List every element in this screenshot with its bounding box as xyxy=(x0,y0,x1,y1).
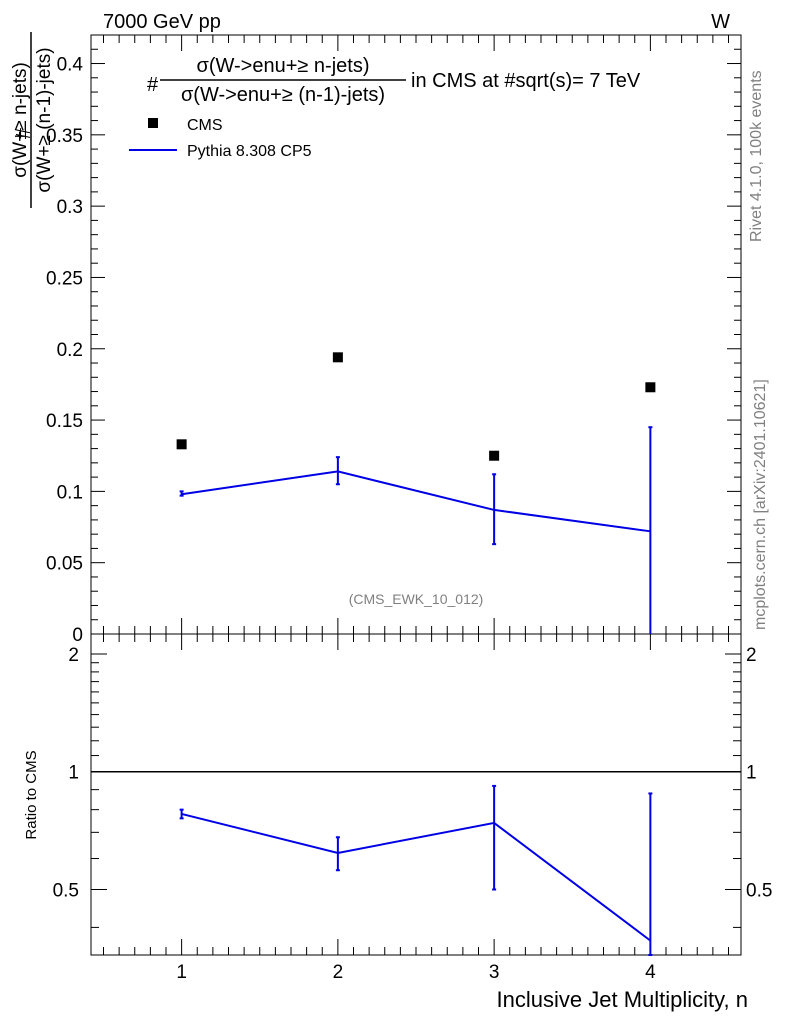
ratio-y-tick-label: 1 xyxy=(68,763,79,784)
ratio-y-label: Ratio to CMS xyxy=(23,750,40,839)
x-tick-label: 2 xyxy=(333,962,344,983)
x-tick-label: 4 xyxy=(645,962,656,983)
legend-cms-label: CMS xyxy=(187,117,223,134)
cms-point xyxy=(489,450,500,461)
main-y-tick-label: 0.25 xyxy=(46,268,83,289)
legend-cms-marker xyxy=(148,118,158,128)
pythia-line xyxy=(181,470,651,533)
title-prefix: # xyxy=(147,74,159,96)
ratio-x-axis: 1 2 3 4 xyxy=(103,634,729,983)
main-x-ticks xyxy=(103,35,729,634)
ratio-data-layer xyxy=(91,770,741,956)
energy-label: 7000 GeV pp xyxy=(103,11,221,33)
plot-title: # σ(W->enu+≥ n-jets) σ(W->enu+≥ (n-1)-je… xyxy=(147,55,641,106)
rivet-version-label: Rivet 4.1.0, 100k events xyxy=(748,70,765,242)
mcplots-label: mcplots.cern.ch [arXiv:2401.10621] xyxy=(752,379,769,630)
main-y-tick-label: 0.4 xyxy=(57,55,84,76)
main-y-tick-label: 0.15 xyxy=(46,411,83,432)
ratio-plot-frame xyxy=(90,633,742,956)
ratio-y-tick-label-right: 0.5 xyxy=(746,880,772,901)
ratio-y-axis: 0.5 0.5 1 1 2 2 xyxy=(53,645,772,928)
x-tick-label: 1 xyxy=(176,962,187,983)
title-numerator: σ(W->enu+≥ n-jets) xyxy=(196,55,369,77)
main-y-label: # σ(W+≥ n-jets) σ(W+≥ (n-1)-jets) xyxy=(10,32,55,208)
main-y-tick-label: 0 xyxy=(72,625,83,646)
main-y-tick-label: 0.35 xyxy=(46,126,83,147)
process-label: W xyxy=(711,11,730,33)
main-data-layer xyxy=(176,352,656,634)
ylabel-prefix: # xyxy=(13,127,35,139)
ratio-y-tick-label: 2 xyxy=(68,645,79,666)
analysis-tag: (CMS_EWK_10_012) xyxy=(349,591,484,607)
cms-point xyxy=(332,352,343,363)
legend: CMS Pythia 8.308 CP5 xyxy=(129,117,312,160)
main-y-axis: 0 0.05 0.1 0.15 0.2 0.25 0.3 0.35 0.4 xyxy=(46,34,741,646)
legend-pythia-label: Pythia 8.308 CP5 xyxy=(187,143,312,160)
x-axis-label: Inclusive Jet Multiplicity, n xyxy=(497,987,748,1012)
main-y-tick-label: 0.3 xyxy=(57,197,83,218)
main-y-tick-label: 0.1 xyxy=(57,482,83,503)
cms-point xyxy=(645,382,656,393)
ratio-y-tick-label: 0.5 xyxy=(53,880,79,901)
main-y-tick-label: 0.05 xyxy=(46,554,83,575)
ylabel-denominator: σ(W+≥ (n-1)-jets) xyxy=(34,47,55,192)
cms-point xyxy=(176,439,187,450)
title-suffix: in CMS at #sqrt(s)= 7 TeV xyxy=(411,70,641,92)
ratio-y-tick-label-right: 1 xyxy=(746,763,757,784)
ratio-pythia-line xyxy=(181,812,651,942)
x-tick-label: 3 xyxy=(489,962,500,983)
title-denominator: σ(W->enu+≥ (n-1)-jets) xyxy=(181,84,385,106)
ylabel-numerator: σ(W+≥ n-jets) xyxy=(10,62,31,178)
ratio-y-tick-label-right: 2 xyxy=(746,645,757,666)
main-y-tick-label: 0.2 xyxy=(57,340,83,361)
